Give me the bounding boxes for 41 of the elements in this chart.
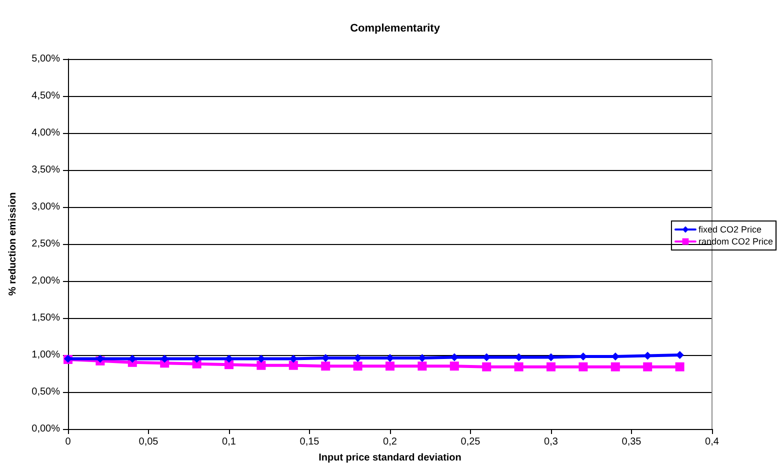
- y-tick-label: 0,00%: [32, 424, 60, 434]
- point: [643, 362, 652, 372]
- x-tick-label: 0,25: [460, 436, 481, 448]
- point: [288, 360, 298, 370]
- point: [514, 362, 524, 372]
- point: [578, 362, 588, 372]
- point: [256, 360, 266, 370]
- y-tick-label: 1,00%: [32, 350, 60, 360]
- point: [675, 362, 684, 372]
- x-tick-label: 0,05: [138, 436, 159, 448]
- point: [450, 362, 459, 371]
- x-tick-label: 0,35: [622, 436, 642, 448]
- y-tick-label: 3,50%: [32, 164, 60, 176]
- y-tick-label: 5,00%: [32, 54, 60, 64]
- x-tick-label: 0,4: [705, 436, 720, 448]
- y-tick-label: 4,00%: [32, 128, 60, 138]
- legend-label: fixed CO2 Price: [698, 224, 762, 234]
- x-tick-label: 0,1: [222, 436, 236, 448]
- point: [546, 362, 556, 372]
- y-tick-label: 0,50%: [32, 386, 60, 398]
- x-tick-label: 0,2: [383, 436, 398, 448]
- point: [225, 354, 233, 363]
- point: [224, 360, 234, 370]
- y-tick-label: 3,00%: [32, 202, 60, 212]
- point: [610, 362, 620, 372]
- point: [321, 362, 330, 371]
- point: [386, 362, 394, 371]
- y-tick-label: 2,00%: [32, 276, 60, 286]
- y-tick-label: 2,50%: [32, 238, 60, 250]
- y-tick-label: 1,50%: [32, 312, 60, 324]
- x-tick-label: 0,3: [544, 436, 558, 448]
- point: [547, 353, 555, 362]
- y-axis-title: % reduction emission: [8, 192, 18, 296]
- x-tick-label: 0,15: [300, 436, 320, 448]
- x-tick-label: 0: [65, 436, 72, 448]
- point: [353, 362, 362, 371]
- y-tick-label: 4,50%: [32, 90, 60, 102]
- point: [418, 362, 427, 371]
- point: [482, 362, 492, 372]
- chart-title: Complementarity: [350, 22, 441, 34]
- x-axis-title: Input price standard deviation: [318, 452, 462, 464]
